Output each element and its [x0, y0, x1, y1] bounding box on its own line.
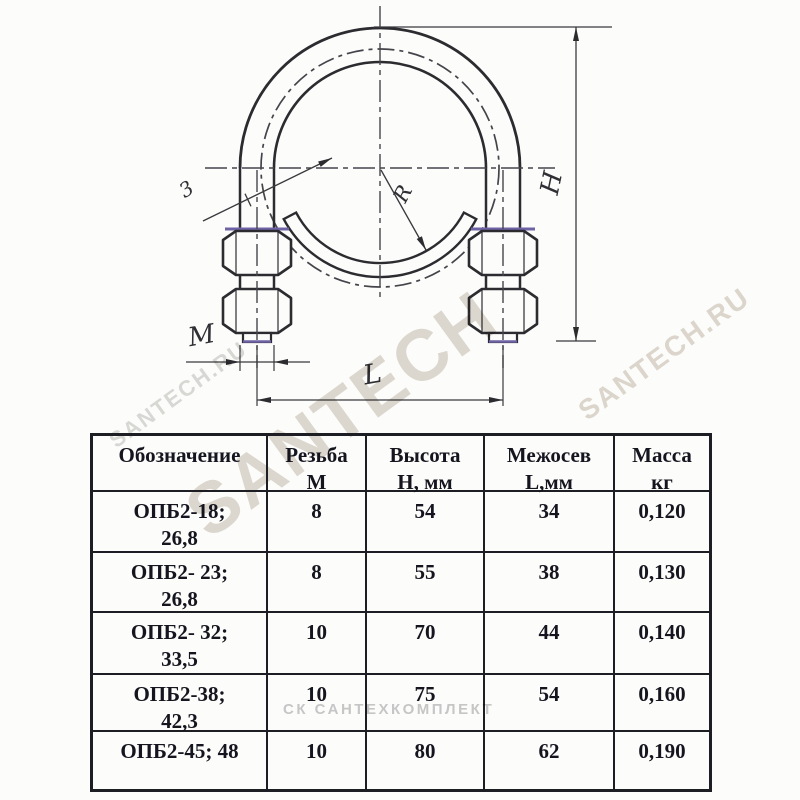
height-value: 54: [414, 499, 436, 523]
mass-value: 0,130: [638, 560, 686, 584]
row-thread: 10: [268, 732, 367, 789]
thread-value: 10: [306, 620, 327, 644]
designation-line1: ОПБ2-45; 48: [120, 739, 239, 763]
u-bolt-inner-arc: [272, 60, 488, 169]
row-span: 54: [485, 675, 615, 732]
designation-line1: ОПБ2- 32;: [130, 620, 229, 644]
header-thread-line2: М: [306, 469, 327, 494]
row-mass: 0,140: [615, 613, 709, 675]
row-span: 62: [485, 732, 615, 789]
dimension-L: L: [256, 346, 504, 406]
mass-value: 0,160: [638, 682, 686, 706]
radius-label: R: [388, 181, 417, 207]
mass-value: 0,140: [638, 620, 686, 644]
span-value: 54: [538, 682, 560, 706]
designation-line1: ОПБ2- 23;: [130, 560, 229, 584]
thread-value: 10: [306, 739, 327, 763]
header-thread-line1: Резьба: [285, 443, 348, 467]
height-value: 75: [414, 682, 436, 706]
span-value: 38: [538, 560, 560, 584]
radius-leader: R: [380, 169, 427, 251]
row-height: 55: [367, 553, 485, 613]
span-value: 62: [538, 739, 560, 763]
header-span-line1: Межосев: [506, 443, 592, 467]
row-designation: ОПБ2-38; 42,3: [93, 675, 268, 733]
span-value: 34: [538, 499, 560, 523]
header-designation: Обозначение: [93, 436, 268, 492]
row-span: 44: [485, 613, 615, 675]
header-mass: Масса кг: [615, 436, 709, 494]
saddle-strap: [282, 210, 478, 279]
row-height: 80: [367, 732, 485, 789]
nut-facet-lines: [235, 231, 525, 333]
thread-value: 8: [311, 499, 322, 523]
mass-value: 0,120: [638, 499, 686, 523]
thickness-label: 3: [175, 176, 199, 203]
centerlines: [205, 6, 555, 368]
designation-line2: 26,8: [161, 586, 198, 611]
row-height: 70: [367, 613, 485, 675]
span-value: 44: [538, 620, 560, 644]
dimension-M: M: [185, 319, 310, 371]
header-designation-line1: Обозначение: [118, 443, 241, 467]
row-mass: 0,190: [615, 732, 709, 789]
designation-line2: 42,3: [161, 708, 198, 733]
header-span: Межосев L,мм: [485, 436, 615, 494]
dimension-M-label: M: [185, 319, 219, 354]
rod-ends: [241, 331, 519, 344]
row-span: 38: [485, 553, 615, 613]
row-mass: 0,160: [615, 675, 709, 732]
row-thread: 10: [268, 613, 367, 675]
row-designation: ОПБ2-45; 48: [93, 732, 268, 789]
row-height: 54: [367, 492, 485, 553]
spec-table: Обозначение Резьба М Высота Н, мм Межосе…: [90, 433, 712, 792]
row-thread: 8: [268, 553, 367, 613]
header-height: Высота Н, мм: [367, 436, 485, 494]
designation-line1: ОПБ2-38;: [133, 682, 226, 706]
row-mass: 0,120: [615, 492, 709, 553]
header-thread: Резьба М: [268, 436, 367, 494]
row-thread: 10: [268, 675, 367, 732]
height-value: 70: [414, 620, 436, 644]
dimension-H: H: [374, 26, 612, 342]
height-value: 80: [414, 739, 436, 763]
row-thread: 8: [268, 492, 367, 553]
mass-value: 0,190: [638, 739, 686, 763]
designation-line2: 26,8: [161, 525, 198, 550]
designation-line2: 33,5: [161, 646, 198, 671]
header-mass-line2: кг: [651, 469, 673, 494]
row-mass: 0,130: [615, 553, 709, 613]
designation-line1: ОПБ2-18;: [133, 499, 226, 523]
height-value: 55: [414, 560, 436, 584]
row-designation: ОПБ2- 32; 33,5: [93, 613, 268, 675]
header-mass-line1: Масса: [632, 443, 692, 467]
thread-value: 8: [311, 560, 322, 584]
row-designation: ОПБ2-18; 26,8: [93, 492, 268, 553]
thread-value: 10: [306, 682, 327, 706]
u-bolt-outer-arc: [238, 26, 522, 169]
dimension-H-label: H: [535, 168, 570, 199]
row-designation: ОПБ2- 23; 26,8: [93, 553, 268, 613]
row-span: 34: [485, 492, 615, 553]
header-height-line1: Высота: [389, 443, 461, 467]
header-height-line2: Н, мм: [397, 469, 453, 494]
header-span-line2: L,мм: [525, 469, 573, 494]
row-height: 75: [367, 675, 485, 732]
u-bolt-technical-drawing: H L M R: [175, 6, 612, 406]
dimension-L-label: L: [360, 358, 384, 392]
